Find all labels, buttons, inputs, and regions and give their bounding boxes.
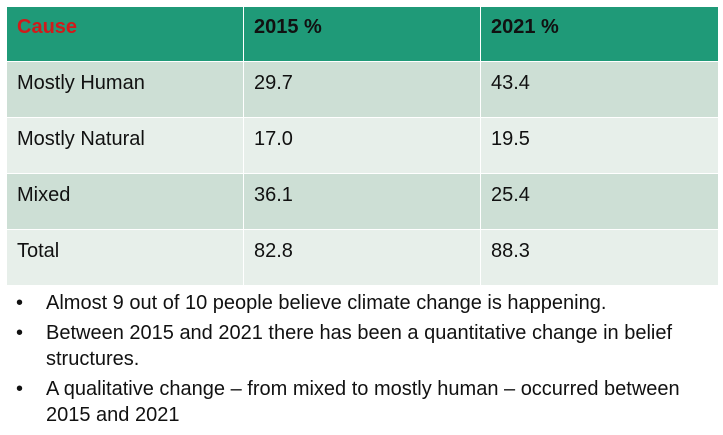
list-item: • Between 2015 and 2021 there has been a…: [10, 320, 710, 372]
note-text: Almost 9 out of 10 people believe climat…: [46, 292, 607, 314]
notes-list: • Almost 9 out of 10 people believe clim…: [10, 290, 710, 432]
table-row: Total 82.8 88.3: [6, 229, 719, 286]
cell-2015: 17.0: [243, 117, 481, 174]
cell-2015: 82.8: [243, 229, 481, 286]
cell-cause: Mostly Natural: [6, 117, 244, 174]
cell-2015: 36.1: [243, 173, 481, 230]
table-row: Mostly Human 29.7 43.4: [6, 61, 719, 118]
list-item: • Almost 9 out of 10 people believe clim…: [10, 290, 710, 316]
bullet-icon: •: [16, 292, 24, 314]
table-row: Mixed 36.1 25.4: [6, 173, 719, 230]
list-item: • A qualitative change – from mixed to m…: [10, 376, 710, 428]
cell-2015: 29.7: [243, 61, 481, 118]
cell-cause: Mixed: [6, 173, 244, 230]
bullet-icon: •: [16, 378, 24, 400]
cell-2021: 19.5: [480, 117, 719, 174]
cell-2021: 25.4: [480, 173, 719, 230]
cell-cause: Total: [6, 229, 244, 286]
cell-cause: Mostly Human: [6, 61, 244, 118]
table-row: Mostly Natural 17.0 19.5: [6, 117, 719, 174]
header-2015: 2015 %: [243, 6, 481, 62]
note-text: Between 2015 and 2021 there has been a q…: [46, 322, 673, 370]
table-header-row: Cause 2015 % 2021 %: [6, 6, 719, 62]
note-text: A qualitative change – from mixed to mos…: [46, 378, 680, 426]
cell-2021: 88.3: [480, 229, 719, 286]
bullet-icon: •: [16, 322, 24, 344]
cell-2021: 43.4: [480, 61, 719, 118]
cause-table: Cause 2015 % 2021 % Mostly Human 29.7 43…: [6, 6, 719, 286]
header-2021: 2021 %: [480, 6, 719, 62]
header-cause: Cause: [6, 6, 244, 62]
